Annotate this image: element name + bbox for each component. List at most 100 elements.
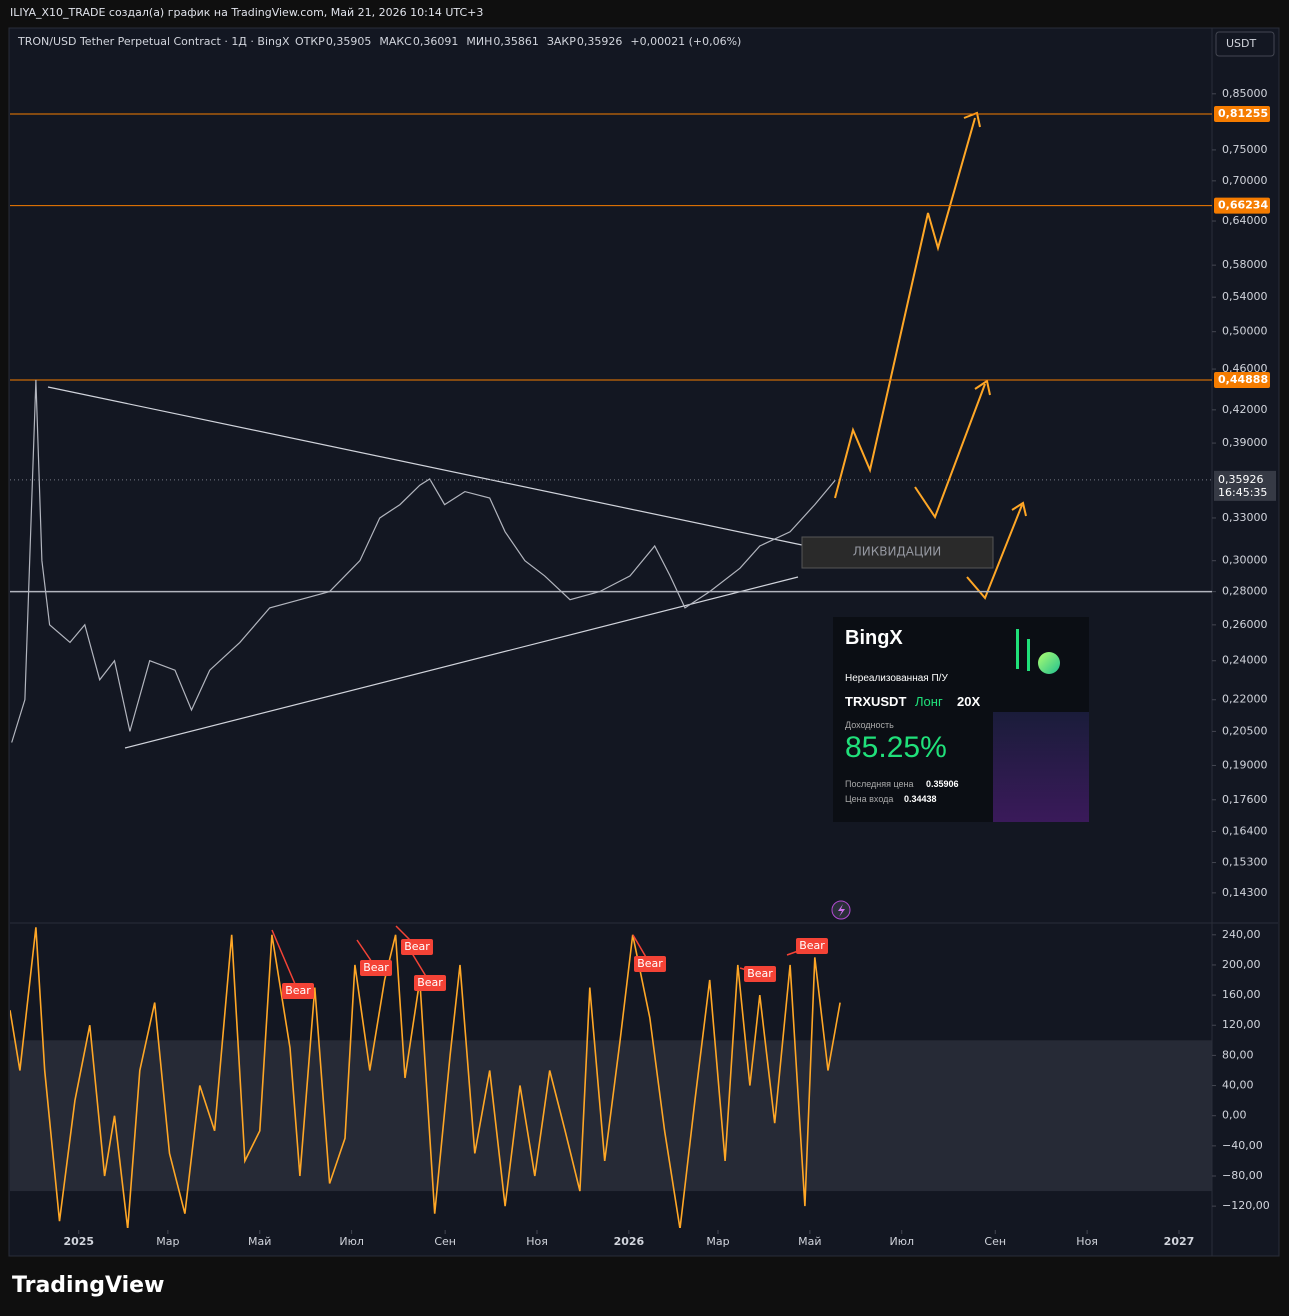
card-last: 0.35906 <box>926 779 959 789</box>
y-tick-label: 0,70000 <box>1222 174 1268 187</box>
currency[interactable]: USDT <box>1226 37 1257 50</box>
annotation: ЛИКВИДАЦИИ <box>853 545 942 559</box>
ohlc-value: 0,35861 <box>493 35 539 48</box>
ohlc-name: МИН <box>466 35 492 48</box>
y-tick-label: 0,42000 <box>1222 403 1268 416</box>
symbol: TRON/USD Tether Perpetual Contract · 1Д … <box>17 35 290 48</box>
y-tick-label: 0,20500 <box>1222 724 1268 737</box>
y-tick-label: 0,64000 <box>1222 214 1268 227</box>
y-tick-label: 0,33000 <box>1222 511 1268 524</box>
credit: ILIYA_X10_TRADE создал(а) график на Trad… <box>10 6 483 19</box>
trend-line <box>47 386 803 546</box>
x-tick-label: Ноя <box>1076 1235 1098 1248</box>
ohlc: ОТКР 0,35905 МАКС 0,36091 МИН 0,35861 ЗАКР 0,35… <box>295 35 741 48</box>
y-tick-label: 200,00 <box>1222 958 1261 971</box>
card-last-label: Последняя цена <box>845 779 914 789</box>
y-tick-label: 0,58000 <box>1222 258 1268 271</box>
y-tick-label: 0,30000 <box>1222 554 1268 567</box>
arrow-head <box>963 111 981 128</box>
event-icon-bolt <box>838 904 845 917</box>
annotation-box <box>414 975 446 991</box>
card-brand: BingX <box>845 627 903 649</box>
y-tick-label: 0,46000 <box>1222 362 1268 375</box>
y-tick-label: 0,39000 <box>1222 436 1268 449</box>
annotation-box <box>744 966 776 982</box>
card-entry: 0.34438 <box>904 794 937 804</box>
card-leverage: 20X <box>957 694 981 709</box>
x-tick-label: Мар <box>156 1235 179 1248</box>
series-line <box>11 379 836 743</box>
y-tick-label: 0,75000 <box>1222 143 1268 156</box>
pnl-card: BingX Нереализованная П/У TRXUSDT Лонг 2… <box>833 617 1089 822</box>
annotation: Bear <box>637 957 663 970</box>
arrow-head <box>974 379 991 396</box>
price-pane: 0,85000 0,75000 0,70000 0,64000 0,58000 0,540… <box>10 87 1276 1248</box>
card-entry-label: Цена входа <box>845 794 894 804</box>
card-roi-label: Доходность <box>845 720 894 730</box>
series-group <box>11 379 836 743</box>
x-tick-label: Ноя <box>526 1235 548 1248</box>
level-label: 0,66234 <box>1218 199 1268 212</box>
drawings <box>47 111 1027 749</box>
ohlc-value: 0,35905 <box>326 35 372 48</box>
y-tick-label: 0,28000 <box>1222 585 1268 598</box>
y-tick-label: 240,00 <box>1222 928 1261 941</box>
x-tick-label: Сен <box>984 1235 1006 1248</box>
level-label: 0,44888 <box>1218 373 1268 386</box>
annotation: Bear <box>285 984 311 997</box>
y-tick-label: 0,16400 <box>1222 824 1268 837</box>
y-tick-label: 0,26000 <box>1222 618 1268 631</box>
x-tick-label: Июл <box>339 1235 364 1248</box>
level-label-box <box>1214 197 1270 214</box>
card-photo <box>993 712 1089 822</box>
ohlc-value: 0,36091 <box>413 35 459 48</box>
y-tick-label: 0,00 <box>1222 1109 1247 1122</box>
annotation: Bear <box>404 940 430 953</box>
level-label: 0,81255 <box>1218 107 1268 120</box>
y-tick-label: −80,00 <box>1222 1169 1263 1182</box>
indicator-pane: 240,00 200,00 160,00 120,00 80,00 40,00 0,00 −4… <box>10 925 1270 1228</box>
x-tick-label: 2025 <box>63 1235 94 1248</box>
ohlc-change: +0,00021 (+0,06%) <box>630 35 741 48</box>
projection-arrow <box>914 383 986 520</box>
ohlc-name: МАКС <box>379 35 412 48</box>
x-tick-label: 2027 <box>1164 1235 1195 1248</box>
label-box <box>801 536 994 569</box>
ohlc-value: 0,35926 <box>577 35 623 48</box>
y-tick-label: 0,22000 <box>1222 693 1268 706</box>
arrow-head <box>1011 501 1027 517</box>
y-tick-label: 160,00 <box>1222 988 1261 1001</box>
card-deco <box>1016 629 1019 669</box>
annotation-box <box>401 939 433 955</box>
projection-arrow <box>966 504 1023 600</box>
card-pair: TRXUSDT <box>845 694 907 709</box>
x-tick-label: Май <box>798 1235 821 1248</box>
y-tick-label: 0,14300 <box>1222 886 1268 899</box>
currency-button[interactable] <box>1215 31 1275 57</box>
x-tick-label: Май <box>248 1235 271 1248</box>
annotation-box <box>360 960 392 976</box>
x-tick-label: Июл <box>889 1235 914 1248</box>
y-tick-label: 0,19000 <box>1222 758 1268 771</box>
annotation-connector <box>271 929 299 992</box>
footer-logo: TradingView <box>12 1273 164 1298</box>
annotation: Bear <box>417 976 443 989</box>
card-deco <box>1027 639 1030 671</box>
annotation-box <box>634 956 666 972</box>
last-price-box <box>1214 470 1276 501</box>
last-price: 0,35926 <box>1218 473 1264 486</box>
level-label-box <box>1214 106 1270 123</box>
y-tick-label: 0,24000 <box>1222 654 1268 667</box>
annotation: Bear <box>747 967 773 980</box>
y-tick-label: −40,00 <box>1222 1139 1263 1152</box>
annotation: Bear <box>363 961 389 974</box>
projection-arrow <box>834 117 976 499</box>
y-tick-label: 0,54000 <box>1222 290 1268 303</box>
level-label-box <box>1214 372 1270 389</box>
y-tick-label: 0,15300 <box>1222 856 1268 869</box>
x-tick-label: 2026 <box>614 1235 645 1248</box>
ohlc-name: ЗАКР <box>547 35 576 48</box>
ohlc-name: ОТКР <box>295 35 325 48</box>
card-roi: 85.25% <box>845 731 947 764</box>
